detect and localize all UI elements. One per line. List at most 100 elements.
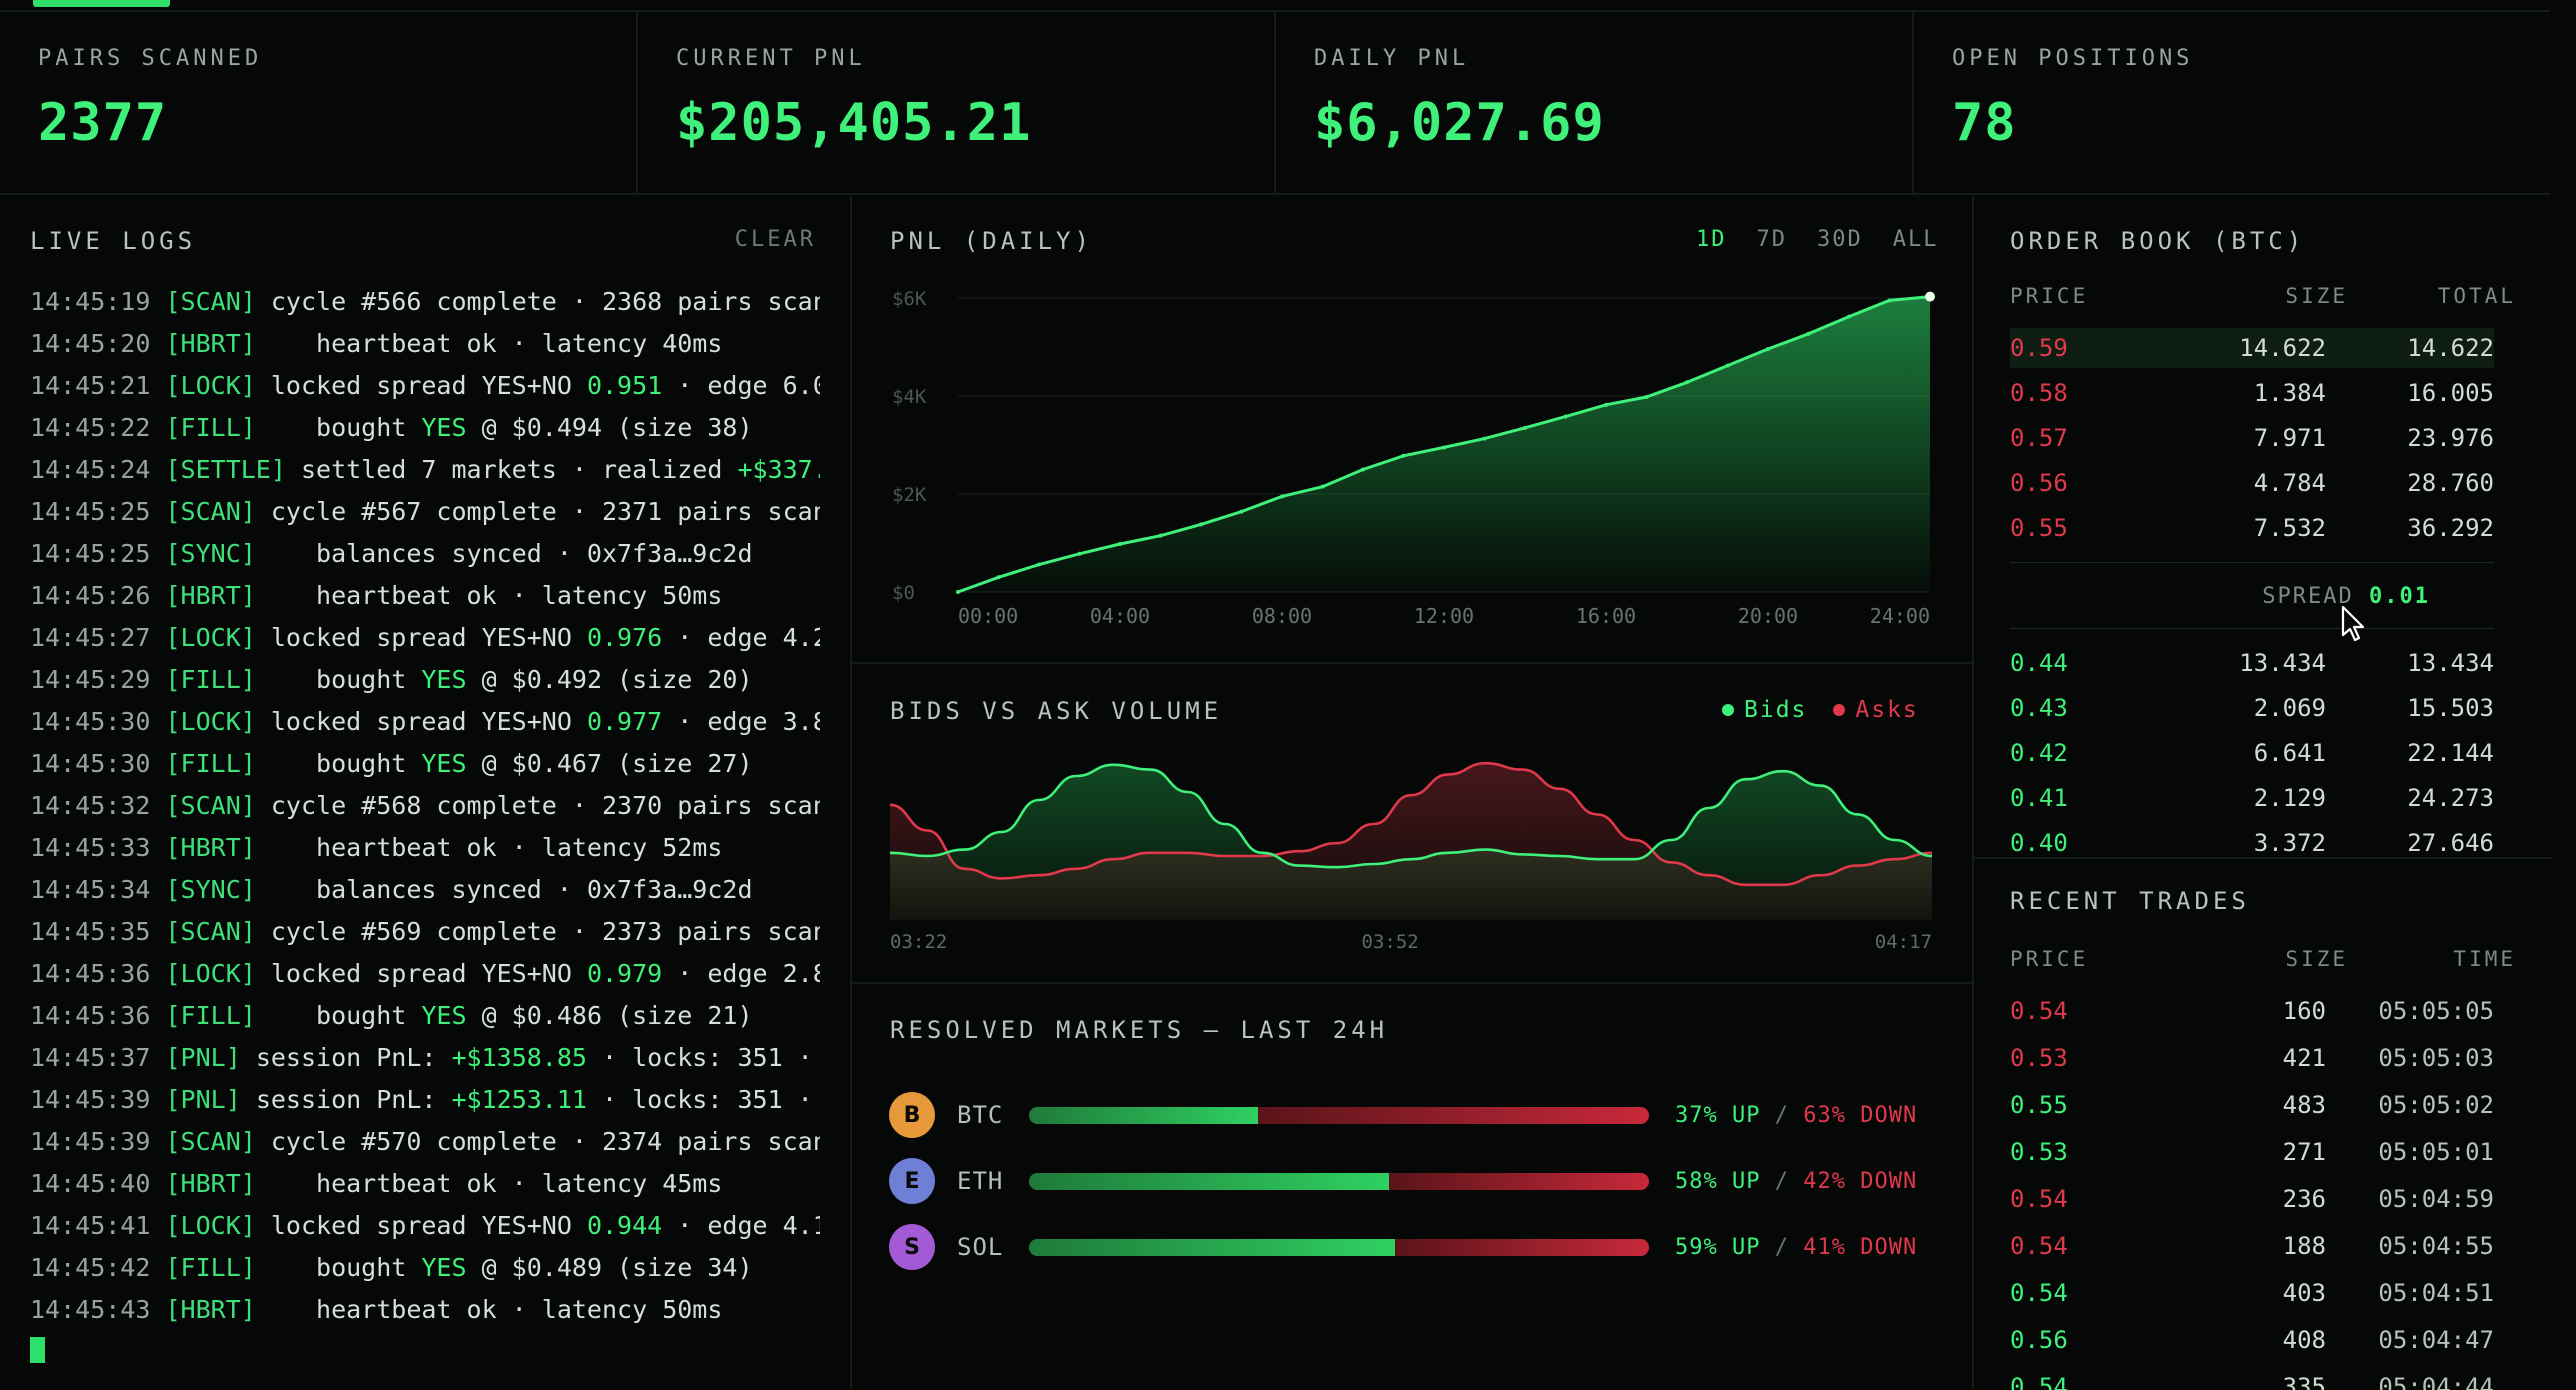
right-panel: ORDER BOOK (BTC) PRICE SIZE TOTAL 0.59 14… xyxy=(1972,197,2552,1390)
trade-time: 05:05:05 xyxy=(2378,997,2494,1025)
log-line: 14:45:33 [HBRT] heartbeat ok · latency 5… xyxy=(30,827,820,869)
log-line: 14:45:19 [SCAN] cycle #566 complete · 23… xyxy=(30,281,820,323)
market-outcome-bar xyxy=(1029,1238,1649,1256)
pnl-point xyxy=(1199,522,1203,527)
log-timestamp: 14:45:24 xyxy=(30,455,151,484)
ob-size: 4.784 xyxy=(2253,469,2326,497)
log-message: session PnL: xyxy=(255,1043,452,1072)
range-tab-7d[interactable]: 7D xyxy=(1756,227,1787,252)
pnl-point xyxy=(1239,509,1244,514)
trade-row[interactable]: 0.53 271 05:05:01 xyxy=(2010,1129,2494,1175)
order-book-row[interactable]: 0.56 4.784 28.760 xyxy=(2010,463,2494,503)
bar-up-segment xyxy=(1029,1238,1395,1256)
trade-size: 271 xyxy=(2282,1138,2326,1166)
live-logs-title: LIVE LOGS xyxy=(30,227,197,255)
ob-total: 13.434 xyxy=(2407,649,2494,677)
log-tag: [HBRT] xyxy=(165,1295,256,1324)
legend-bids-label: Bids xyxy=(1744,697,1808,723)
active-tab-indicator xyxy=(33,0,170,7)
market-percentages: 58% UP / 42% DOWN xyxy=(1675,1169,1917,1194)
log-highlight: 0.976 xyxy=(586,623,663,652)
pnl-area xyxy=(958,296,1930,592)
log-line: 14:45:21 [LOCK] locked spread YES+NO 0.9… xyxy=(30,365,820,407)
market-name: BTC xyxy=(957,1101,1004,1129)
market-row-sol: S SOL 59% UP / 41% DOWN xyxy=(889,1224,1939,1270)
range-tabs: 1D 7D 30D ALL xyxy=(1696,227,1939,252)
log-highlight: YES xyxy=(421,413,467,442)
log-message: locked spread YES+NO xyxy=(270,371,587,400)
trade-row[interactable]: 0.54 403 05:04:51 xyxy=(2010,1270,2494,1316)
ob-price: 0.58 xyxy=(2010,379,2068,407)
log-tag: [FILL] xyxy=(165,665,256,694)
live-logs-panel: LIVE LOGS CLEAR 14:45:19 [SCAN] cycle #5… xyxy=(0,197,852,1390)
market-row-eth: E ETH 58% UP / 42% DOWN xyxy=(889,1158,1939,1204)
ob-total: 24.273 xyxy=(2407,784,2494,812)
pnl-point xyxy=(1604,402,1608,407)
trade-size: 403 xyxy=(2282,1279,2326,1307)
market-row-btc: B BTC 37% UP / 63% DOWN xyxy=(889,1092,1939,1138)
stat-current-pnl: CURRENT PNL $205,405.21 xyxy=(638,12,1276,193)
log-tag: [LOCK] xyxy=(165,959,256,988)
order-book-row[interactable]: 0.40 3.372 27.646 xyxy=(2010,823,2494,863)
log-tag: [FILL] xyxy=(165,749,256,778)
pnl-point xyxy=(1806,331,1811,336)
log-timestamp: 14:45:19 xyxy=(30,287,151,316)
log-highlight: 0.951 xyxy=(586,371,663,400)
trade-row[interactable]: 0.53 421 05:05:03 xyxy=(2010,1035,2494,1081)
log-list[interactable]: 14:45:19 [SCAN] cycle #566 complete · 23… xyxy=(30,281,820,1331)
log-timestamp: 14:45:27 xyxy=(30,623,151,652)
ob-size: 6.641 xyxy=(2253,739,2326,767)
trade-row[interactable]: 0.54 160 05:05:05 xyxy=(2010,988,2494,1034)
log-highlight: 0.979 xyxy=(586,959,663,988)
log-timestamp: 14:45:35 xyxy=(30,917,151,946)
trade-time: 05:04:51 xyxy=(2378,1279,2494,1307)
bids-chart-title: BIDS VS ASK VOLUME xyxy=(890,697,1223,725)
x-tick-label: 24:00 xyxy=(1870,604,1930,628)
log-highlight: YES xyxy=(421,665,467,694)
log-highlight: +$1253.11 xyxy=(451,1085,587,1114)
log-timestamp: 14:45:36 xyxy=(30,1001,151,1030)
range-tab-all[interactable]: ALL xyxy=(1892,227,1939,252)
ob-price: 0.44 xyxy=(2010,649,2068,677)
trade-row[interactable]: 0.54 236 05:04:59 xyxy=(2010,1176,2494,1222)
order-book-row[interactable]: 0.59 14.622 14.622 xyxy=(2010,328,2494,368)
order-book-row[interactable]: 0.41 2.129 24.273 xyxy=(2010,778,2494,818)
trade-size: 483 xyxy=(2282,1091,2326,1119)
panel-divider xyxy=(852,982,1972,984)
log-line: 14:45:25 [SCAN] cycle #567 complete · 23… xyxy=(30,491,820,533)
order-book-row[interactable]: 0.57 7.971 23.976 xyxy=(2010,418,2494,458)
log-message-tail: @ $0.467 (size 27) xyxy=(466,749,753,778)
trade-row[interactable]: 0.54 335 05:04:44 xyxy=(2010,1364,2494,1390)
order-book-row[interactable]: 0.43 2.069 15.503 xyxy=(2010,688,2494,728)
legend-asks: Asks xyxy=(1833,697,1918,723)
trade-row[interactable]: 0.54 188 05:04:55 xyxy=(2010,1223,2494,1269)
ob-divider xyxy=(2010,628,2494,629)
clear-logs-button[interactable]: CLEAR xyxy=(734,227,816,252)
log-timestamp: 14:45:39 xyxy=(30,1127,151,1156)
log-message: balances synced · 0x7f3a…9c2d xyxy=(270,875,753,904)
log-message-tail: · edge 6.0 xyxy=(662,371,820,400)
trade-row[interactable]: 0.55 483 05:05:02 xyxy=(2010,1082,2494,1128)
range-tab-30d[interactable]: 30D xyxy=(1817,227,1863,252)
log-tag: [SYNC] xyxy=(165,875,256,904)
log-message: locked spread YES+NO xyxy=(270,623,587,652)
ob-price: 0.41 xyxy=(2010,784,2068,812)
stat-value: 2377 xyxy=(38,93,168,153)
log-highlight: YES xyxy=(421,1001,467,1030)
log-tag: [FILL] xyxy=(165,1253,256,1282)
trade-row[interactable]: 0.56 408 05:04:47 xyxy=(2010,1317,2494,1363)
log-highlight: 0.944 xyxy=(586,1211,663,1240)
order-book-row[interactable]: 0.44 13.434 13.434 xyxy=(2010,643,2494,683)
log-tag: [LOCK] xyxy=(165,1211,256,1240)
order-book-row[interactable]: 0.55 7.532 36.292 xyxy=(2010,508,2494,548)
recent-trades-title: RECENT TRADES xyxy=(2010,887,2250,915)
log-timestamp: 14:45:21 xyxy=(30,371,151,400)
order-book-row[interactable]: 0.58 1.384 16.005 xyxy=(2010,373,2494,413)
order-book-row[interactable]: 0.42 6.641 22.144 xyxy=(2010,733,2494,773)
pct-down: 41% DOWN xyxy=(1803,1234,1918,1260)
range-tab-1d[interactable]: 1D xyxy=(1696,227,1727,252)
pnl-chart-title: PNL (DAILY) xyxy=(890,227,1093,255)
scrollbar[interactable] xyxy=(2552,0,2576,1390)
stat-label: CURRENT PNL xyxy=(676,46,866,71)
spread-indicator: SPREAD 0.01 xyxy=(2010,584,2430,609)
